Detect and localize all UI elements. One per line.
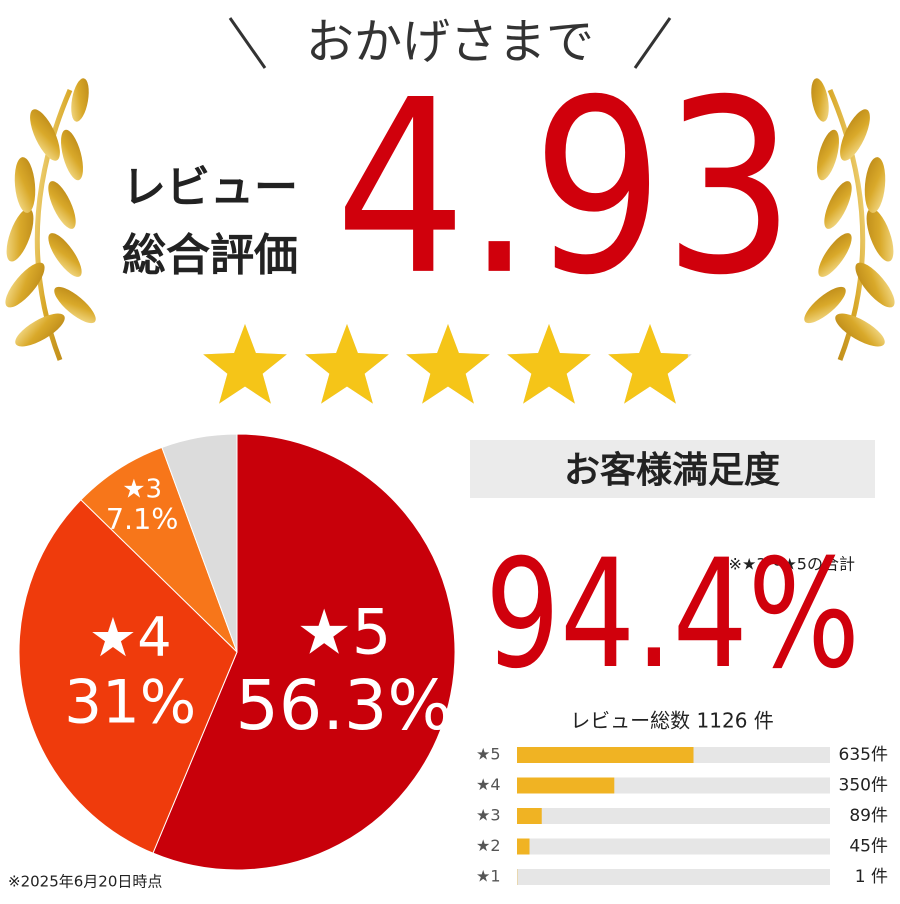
laurel-left — [0, 77, 101, 360]
bar — [517, 778, 614, 794]
laurel-right — [799, 77, 900, 360]
label-line1: レビュー — [122, 162, 298, 213]
bar-category: ★2 — [476, 836, 501, 855]
bar-track — [517, 839, 830, 855]
star-filled — [507, 324, 591, 404]
bar-value-label: 350件 — [839, 776, 888, 796]
star-filled — [203, 324, 287, 404]
slice-value: 31% — [64, 668, 196, 737]
pie-chart: ★556.3% ★431% ★37.1% — [19, 434, 455, 870]
slice-category: ★3 — [122, 475, 162, 505]
bar — [517, 747, 694, 763]
slash-left — [230, 18, 265, 68]
slice-value: 7.1% — [106, 502, 179, 536]
footnote: ※2025年6月20日時点 — [8, 873, 162, 891]
bar-chart: ★5 635件 ★4 350件 ★3 89件 ★2 45件 ★1 1 件 — [476, 745, 888, 888]
star-rating — [203, 324, 692, 404]
bar-value-label: 635件 — [839, 745, 888, 765]
star-filled — [406, 324, 490, 404]
bar-value-label: 89件 — [849, 806, 888, 826]
bar-value-label: 1 件 — [855, 867, 888, 887]
label-line2: 総合評価 — [122, 230, 298, 281]
bar — [517, 808, 542, 824]
bar-track — [517, 808, 830, 824]
total-reviews: レビュー総数 1126 件 — [570, 709, 774, 733]
bar-value-label: 45件 — [849, 837, 888, 857]
bar-category: ★1 — [476, 867, 501, 886]
slice-value: 56.3% — [236, 667, 453, 746]
satisfaction-title: お客様満足度 — [564, 450, 780, 491]
bar-category: ★5 — [476, 745, 501, 764]
rating-number: 4.93 — [335, 48, 795, 328]
bar-category: ★4 — [476, 775, 501, 794]
satisfaction-value: 94.4% — [485, 528, 860, 702]
slice-category: ★4 — [89, 606, 172, 669]
star-filled — [305, 324, 389, 404]
bar-track — [517, 869, 830, 885]
bar — [517, 839, 530, 855]
bar-category: ★3 — [476, 806, 501, 825]
slice-category: ★5 — [296, 595, 391, 668]
star-filled — [608, 324, 692, 404]
